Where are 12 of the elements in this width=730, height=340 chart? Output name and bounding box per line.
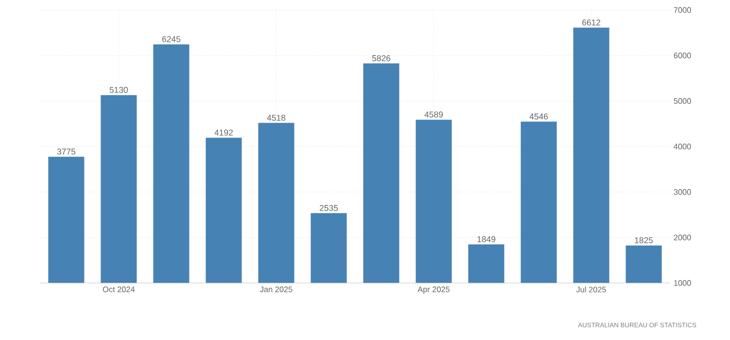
data-label: 4546 [530, 113, 548, 120]
data-label: 3775 [57, 148, 76, 155]
data-label: 6612 [582, 19, 600, 26]
data-label: 5826 [372, 55, 390, 62]
data-label: 6245 [162, 36, 180, 42]
data-label: 1849 [477, 236, 496, 242]
data-label: 1825 [634, 237, 653, 244]
data-label: 5130 [110, 86, 128, 93]
data-label: 4192 [214, 130, 233, 136]
data-label: 2535 [320, 204, 338, 211]
data-label: 4518 [267, 114, 286, 121]
data-label: 4589 [424, 112, 443, 118]
